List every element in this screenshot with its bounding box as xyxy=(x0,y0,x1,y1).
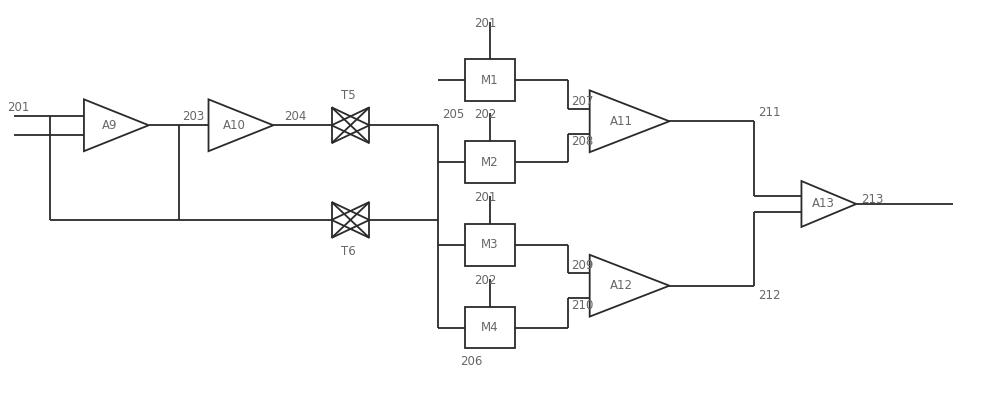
Bar xyxy=(465,224,515,266)
Text: 205: 205 xyxy=(442,108,464,121)
Bar xyxy=(465,141,515,183)
Bar xyxy=(465,307,515,348)
Text: 206: 206 xyxy=(460,356,483,368)
Text: 203: 203 xyxy=(183,110,205,123)
Text: M1: M1 xyxy=(481,74,499,87)
Text: 212: 212 xyxy=(758,289,781,302)
Text: M4: M4 xyxy=(481,321,499,334)
Text: 204: 204 xyxy=(285,110,307,123)
Text: 210: 210 xyxy=(571,299,593,312)
Bar xyxy=(465,60,515,101)
Text: T6: T6 xyxy=(341,245,355,258)
Text: A11: A11 xyxy=(610,115,633,128)
Text: 201: 201 xyxy=(7,101,29,114)
Text: A9: A9 xyxy=(102,119,118,132)
Text: M2: M2 xyxy=(481,156,499,169)
Text: 201: 201 xyxy=(474,16,496,30)
Text: M3: M3 xyxy=(481,238,499,251)
Text: 202: 202 xyxy=(474,108,496,121)
Text: 207: 207 xyxy=(571,95,593,108)
Text: T5: T5 xyxy=(341,89,355,102)
Text: A13: A13 xyxy=(812,198,835,210)
Text: 213: 213 xyxy=(861,193,884,206)
Text: A10: A10 xyxy=(223,119,246,132)
Text: 209: 209 xyxy=(571,259,593,272)
Text: 201: 201 xyxy=(474,191,496,204)
Text: 208: 208 xyxy=(571,134,593,148)
Text: A12: A12 xyxy=(610,279,633,292)
Text: 202: 202 xyxy=(474,274,496,287)
Text: 211: 211 xyxy=(758,106,781,119)
